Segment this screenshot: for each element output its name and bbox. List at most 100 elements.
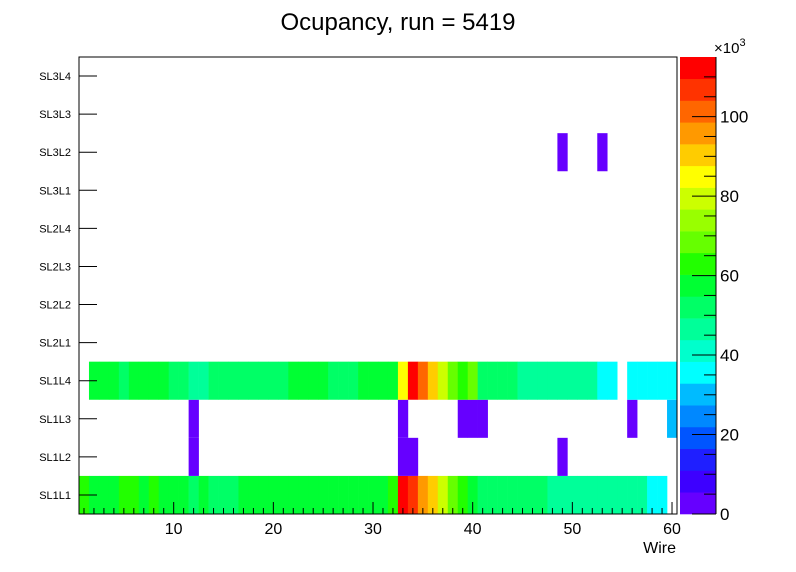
x-tick-label: 60	[663, 521, 681, 538]
y-tick-label: SL1L2	[39, 452, 71, 464]
heatmap-cell	[447, 361, 459, 400]
heatmap-cell	[268, 361, 279, 400]
heatmap-cell	[527, 361, 538, 400]
y-tick-label: SL3L2	[39, 147, 71, 159]
chart-title: Ocupancy, run = 5419	[280, 9, 515, 36]
heatmap-cell	[627, 475, 638, 514]
y-tick-label: SL3L1	[39, 185, 71, 197]
heatmap-cell	[657, 361, 668, 400]
heatmap-cell	[338, 475, 349, 514]
y-tick-label: SL2L1	[39, 338, 71, 350]
heatmap-cell	[597, 133, 608, 172]
color-scale-swatch	[680, 426, 716, 450]
heatmap-cell	[148, 475, 160, 514]
heatmap-cell	[128, 361, 140, 400]
color-scale-swatch	[680, 318, 716, 341]
heatmap-cell	[318, 361, 329, 400]
heatmap-cell	[118, 475, 130, 514]
color-scale-swatch	[680, 252, 716, 275]
heatmap-cell	[278, 475, 289, 514]
heatmap-cell	[188, 437, 199, 476]
heatmap-cell	[397, 361, 409, 400]
color-scale-swatch	[680, 274, 716, 297]
heatmap-cell	[288, 475, 299, 514]
heatmap-cell	[298, 361, 309, 400]
heatmap-cell	[647, 475, 658, 514]
z-tick-label: 40	[720, 346, 739, 365]
heatmap-cell	[188, 475, 199, 514]
heatmap-cell	[597, 361, 608, 400]
color-scale-swatch	[680, 144, 716, 167]
heatmap-cell	[208, 361, 219, 400]
heatmap-cell	[617, 475, 628, 514]
z-tick-label: 20	[720, 426, 739, 445]
heatmap-cell	[168, 361, 179, 400]
heatmap-cell	[238, 361, 249, 400]
x-axis: 10 20 30 40 50 60	[83, 502, 681, 538]
heatmap-cell	[258, 475, 269, 514]
color-scale-swatch	[680, 231, 716, 254]
heatmap-cell	[238, 475, 249, 514]
heatmap-cell	[437, 361, 449, 400]
heatmap-cell	[547, 361, 558, 400]
heatmap-cell	[98, 475, 110, 514]
color-scale-swatch	[680, 492, 716, 515]
y-tick-label: SL2L3	[39, 261, 71, 273]
heatmap-cell	[407, 475, 419, 514]
heatmap-cell	[637, 475, 648, 514]
color-scale-swatch	[680, 209, 716, 232]
heatmap-cell	[597, 475, 608, 514]
heatmap-cell	[607, 361, 618, 400]
z-tick-label: 0	[720, 505, 729, 524]
heatmap-cell	[397, 437, 409, 476]
heatmap-cell	[208, 475, 219, 514]
heatmap-cell	[627, 399, 638, 438]
heatmap-cell	[168, 475, 179, 514]
y-tick-label: SL1L3	[39, 414, 71, 426]
heatmap-cell	[657, 475, 668, 514]
heatmap-cell	[537, 475, 548, 514]
heatmap-cell	[557, 437, 568, 476]
heatmap-cell	[557, 361, 568, 400]
y-tick-label: SL2L4	[39, 223, 71, 235]
color-scale-swatch	[680, 470, 716, 493]
heatmap-cell	[248, 475, 259, 514]
heatmap-cell	[417, 361, 429, 400]
heatmap-cell	[358, 361, 369, 400]
heatmap-cell	[118, 361, 130, 400]
heatmap-cell	[328, 475, 339, 514]
heatmap-cell	[577, 475, 588, 514]
heatmap-cell	[587, 475, 598, 514]
heatmap-cell	[477, 475, 488, 514]
color-scale-axis: 0 20 40 60 80 100	[692, 57, 748, 524]
heatmap-cell	[537, 361, 548, 400]
color-scale-swatch	[680, 383, 716, 406]
heatmap-cell	[298, 475, 309, 514]
heatmap-cell	[368, 361, 379, 400]
heatmap-cell	[387, 475, 399, 514]
heatmap-cell	[108, 361, 120, 400]
heatmap-cell	[457, 399, 468, 438]
heatmap-cell	[368, 475, 379, 514]
heatmap-cell	[487, 475, 498, 514]
color-scale-swatch	[680, 339, 716, 362]
color-scale-swatch	[680, 100, 716, 123]
heatmap-cell	[577, 361, 588, 400]
heatmap-cell	[557, 475, 568, 514]
heatmap-cell	[637, 361, 648, 400]
heatmap-cell	[397, 399, 409, 438]
y-tick-label: SL3L4	[39, 71, 71, 83]
y-tick-label: SL2L2	[39, 300, 71, 312]
z-tick-label: 60	[720, 267, 739, 286]
y-tick-label: SL1L4	[39, 376, 71, 388]
heatmap-cell	[497, 361, 508, 400]
heatmap-cell	[378, 361, 389, 400]
heatmap-cell	[567, 475, 578, 514]
color-scale-swatch	[680, 187, 716, 210]
heatmap-cell	[138, 475, 150, 514]
heatmap-cell	[378, 475, 389, 514]
x-tick-label: 10	[165, 521, 183, 538]
heatmap-cell	[447, 475, 459, 514]
y-tick-label: SL1L1	[39, 490, 71, 502]
